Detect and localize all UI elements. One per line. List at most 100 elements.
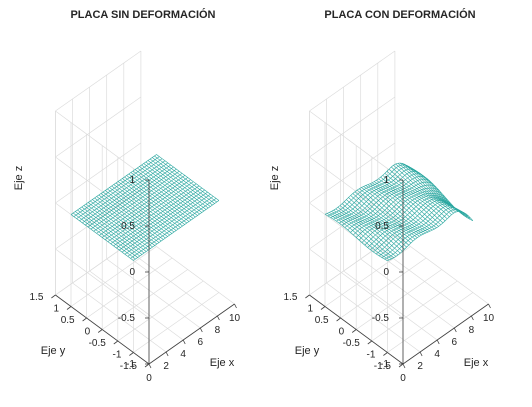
z-tick-label: -1 [126,359,135,370]
mesh-line-y [361,195,448,243]
y-tick-label: -1.5 [374,361,392,372]
x-tick-label: 2 [163,361,169,372]
x-tick-mark [182,339,186,345]
plot-left: PLACA SIN DEFORMACIÓN -1-0.500.51-1.5-1-… [13,8,240,384]
side-gridline-z [55,110,150,181]
x-tick-label: 8 [469,325,475,336]
mesh-line-y [373,201,459,253]
mesh-line-y [99,175,186,236]
y-tick-mark [383,352,388,356]
mesh-line-y [353,187,439,236]
x-tick-mark [488,303,491,309]
floor-gridline-y [355,269,442,330]
x-tick-mark [471,315,474,321]
mesh-line-y [124,193,211,255]
mesh-line-y [324,162,411,215]
z-tick-label: 0.5 [121,221,135,232]
plot-title-left: PLACA SIN DEFORMACIÓN [70,8,215,21]
mesh-line-y [79,160,166,222]
mesh-line-y [339,173,425,224]
x-tick-mark [453,327,457,333]
floor-gridline-y [117,280,204,342]
mesh-line-y [333,168,420,220]
mesh-line-y [387,211,474,262]
x-tick-label: 0 [400,373,406,384]
x-axis-label-right: Eje x [464,357,489,369]
side-gridline-z [55,248,150,319]
y-tick-mark [129,352,134,356]
x-tick-mark [217,315,220,321]
floor-gridline-y [70,246,157,307]
mesh-line-y [364,196,451,246]
mesh-line-y [73,156,160,217]
mesh-line-y [133,200,220,261]
x-tick-label: 6 [198,337,204,348]
mesh-line-y [96,173,183,234]
mesh-line-y [130,198,217,259]
y-tick-label: 0 [339,327,345,338]
y-tick-mark [398,363,404,368]
y-tick-mark [66,306,72,310]
z-tick-label: 0 [383,267,389,278]
mesh-line-y [330,166,417,218]
mesh-line-y [355,190,442,238]
x-axis-line [402,303,489,365]
floor-gridline-y [86,257,173,319]
x-tick-label: 2 [417,361,423,372]
y-tick-label: -1 [366,350,375,361]
y-tick-label: 0.5 [61,315,75,326]
mesh-line-y [336,170,423,222]
mesh-line-y [327,164,414,217]
z-tick-label: -0.5 [372,313,390,324]
wall-gridline-z [55,96,142,158]
mesh-line-y [127,196,214,257]
y-tick-label: -0.5 [343,338,361,349]
y-tick-mark [320,306,326,310]
x-tick-mark [165,351,169,357]
y-tick-mark [305,294,310,299]
y-tick-label: 1 [307,304,313,315]
floor-gridline-y [340,257,427,319]
y-tick-mark [144,363,150,368]
floor-gridline-y [101,269,188,330]
x-tick-label: 4 [434,349,440,360]
mesh-line-y [70,154,157,215]
mesh-line-y [381,207,468,258]
mesh-line-y [110,183,197,245]
plot-title-right: PLACA CON DEFORMACIÓN [324,8,475,21]
mesh-line-y [378,205,465,256]
x-tick-label: 4 [180,349,186,360]
z-axis-label-left: Eje z [13,166,25,190]
y-tick-mark [367,340,373,345]
mesh-line-y [384,209,471,260]
wall-gridline-z [55,142,142,204]
z-tick-label: 0.5 [375,221,389,232]
x-tick-mark [234,303,237,309]
mesh-line-y [350,184,437,233]
mesh-line-y [82,162,169,224]
mesh-line-y [87,166,174,228]
y-tick-label: -1.5 [120,361,138,372]
y-tick-label: 1.5 [29,292,43,303]
y-axis-label-left: Eje y [41,345,66,357]
wall-gridline-z [309,142,396,204]
x-tick-mark [402,363,406,369]
floor-gridline-y [133,292,220,353]
y-tick-label: -0.5 [89,338,107,349]
floor-gridline-y [324,246,411,307]
x-axis-label-left: Eje x [210,357,235,369]
y-tick-mark [51,294,56,299]
y-tick-mark [113,340,119,345]
mesh-line-y [358,192,445,241]
y-tick-mark [336,317,341,322]
surface-mesh-left [70,154,220,261]
mesh-line-y [102,177,188,238]
mesh-line-y [375,203,462,255]
y-tick-mark [82,317,87,322]
side-gridline-z [309,248,404,319]
y-tick-label: 1.5 [283,292,297,303]
z-tick-label: 1 [129,175,135,186]
mesh-line-y [344,178,431,228]
